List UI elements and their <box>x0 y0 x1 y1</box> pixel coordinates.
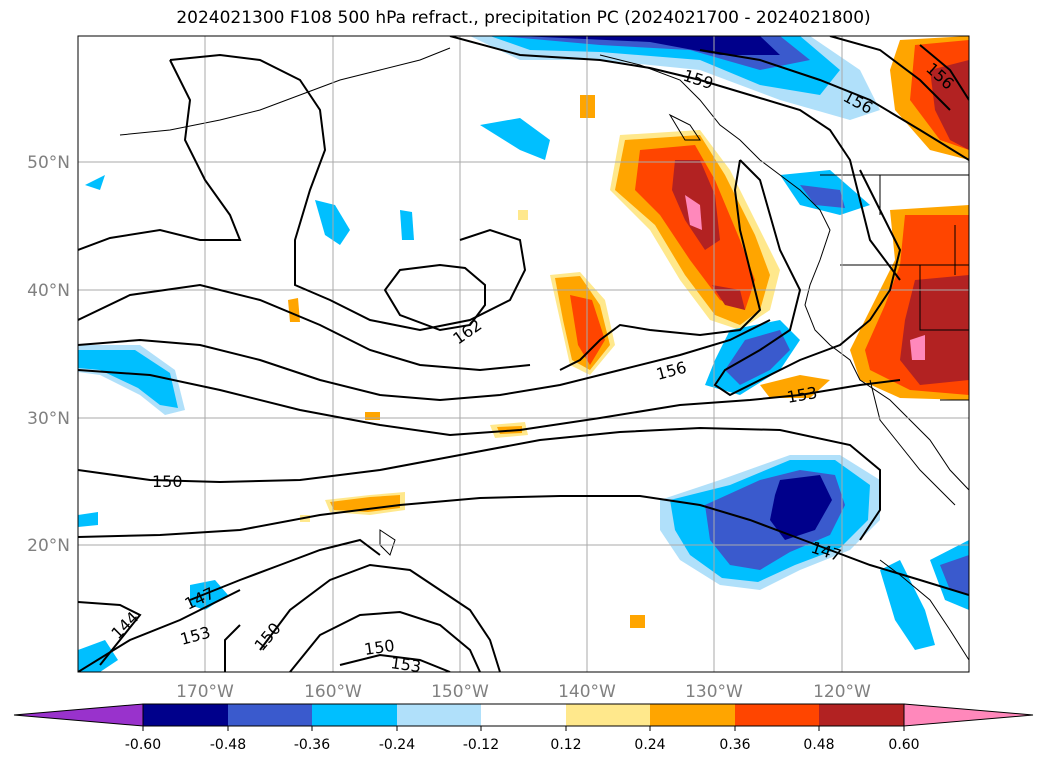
contour-156-north <box>699 49 969 161</box>
colorbar-tick-label: 0.48 <box>803 737 834 753</box>
contour-trough <box>713 159 902 397</box>
contour-sw2 <box>224 624 241 672</box>
map-title: 2024021300 F108 500 hPa refract., precip… <box>176 8 871 28</box>
colorbar-tick-label: -0.60 <box>125 737 161 753</box>
colorbar-bin-5 <box>481 704 566 726</box>
contour-ridge-a <box>78 283 531 372</box>
longitude-labels: 170°W 160°W 150°W 140°W 130°W 120°W <box>176 682 871 702</box>
contour-162-loop <box>169 53 527 332</box>
lon-label-120w: 120°W <box>813 682 871 702</box>
lon-label-150w: 150°W <box>431 682 489 702</box>
colorbar-bin-2 <box>228 704 312 726</box>
lat-label-50n: 50°N <box>27 153 70 173</box>
contour-150-swirl <box>339 653 451 672</box>
contour-north-b <box>829 36 951 111</box>
latitude-labels: 50°N 40°N 30°N 20°N <box>27 153 70 556</box>
colorbar-bin-1 <box>143 704 228 726</box>
contour-156-ne <box>919 44 969 101</box>
lon-label-160w: 160°W <box>304 682 362 702</box>
contour-162-inner <box>383 263 486 332</box>
colorbar-tick-label: 0.12 <box>550 737 581 753</box>
contour-label-153-c: 153 <box>389 653 422 676</box>
lon-label-130w: 130°W <box>685 682 743 702</box>
colorbar-tick-label: 0.24 <box>634 737 665 753</box>
lon-label-170w: 170°W <box>176 682 234 702</box>
contour-label-150-c: 150 <box>363 636 396 659</box>
colorbar-bin-8 <box>735 704 819 726</box>
colorbar-bin-7 <box>650 704 735 726</box>
height-contours <box>78 36 969 672</box>
lat-label-30n: 30°N <box>27 409 70 429</box>
colorbar-tick-label: -0.12 <box>463 737 499 753</box>
lon-label-140w: 140°W <box>558 682 616 702</box>
colorbar-tick-label: -0.48 <box>210 737 246 753</box>
contour-150-south <box>259 563 501 672</box>
contour-159 <box>449 36 901 281</box>
map-frame <box>77 35 970 673</box>
contour-trough-inner <box>559 159 762 371</box>
colorbar-tick-label: -0.36 <box>294 737 330 753</box>
lat-label-40n: 40°N <box>27 281 70 301</box>
contour-153 <box>78 369 901 437</box>
contour-147-upper <box>78 495 969 596</box>
contour-147-lower <box>189 538 381 601</box>
map-plot-area: 159 156 156 162 156 153 150 147 147 144 … <box>78 36 969 676</box>
colorbar-bin-6 <box>566 704 650 726</box>
colorbar-tick-label: -0.24 <box>379 737 415 753</box>
contour-156 <box>78 319 771 402</box>
colorbar-extend-max <box>903 703 1034 727</box>
precip-shading <box>78 36 969 672</box>
colorbar-bin-4 <box>397 704 481 726</box>
contour-150 <box>78 426 881 541</box>
contour-144 <box>78 601 142 666</box>
graticule <box>78 36 969 672</box>
colorbar: -0.60 -0.48 -0.36 -0.24 -0.12 0.12 0.24 … <box>13 703 1034 753</box>
colorbar-extend-min <box>13 703 144 727</box>
contour-north-west <box>78 59 242 251</box>
contour-sw <box>78 589 241 672</box>
colorbar-bin-9 <box>819 704 904 726</box>
colorbar-tick-label: 0.36 <box>719 737 750 753</box>
lat-label-20n: 20°N <box>27 536 70 556</box>
colorbar-tick-label: 0.60 <box>888 737 919 753</box>
contour-153-south <box>289 610 481 672</box>
colorbar-bin-3 <box>312 704 397 726</box>
contour-label-150-a: 150 <box>152 472 183 491</box>
